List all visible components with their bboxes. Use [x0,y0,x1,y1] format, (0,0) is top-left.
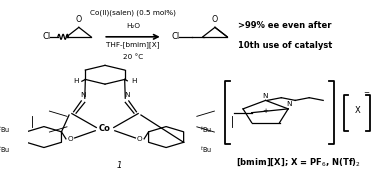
Text: Co(II)(salen) (0.5 mol%): Co(II)(salen) (0.5 mol%) [90,9,176,16]
Text: N: N [286,101,291,107]
Text: N: N [80,92,86,98]
Text: Cl: Cl [171,32,180,41]
Text: THF-[bmim][X]: THF-[bmim][X] [106,41,160,48]
Text: $^t$Bu: $^t$Bu [200,144,212,155]
Polygon shape [203,36,204,38]
Text: O: O [212,15,218,24]
Text: [bmim][X]; X = PF$_6$, N(Tf)$_2$: [bmim][X]; X = PF$_6$, N(Tf)$_2$ [236,156,361,168]
Text: 1: 1 [116,161,122,170]
Text: +: + [263,108,269,114]
Text: O: O [76,15,82,24]
Text: H: H [74,78,79,84]
Text: Co: Co [99,124,111,133]
Text: N: N [262,93,268,99]
Text: O: O [67,136,73,142]
Text: 20 °C: 20 °C [123,54,143,60]
Text: H₂O: H₂O [126,23,140,29]
Text: Cl: Cl [42,32,50,41]
Text: H: H [131,78,136,84]
Text: −: − [363,90,369,96]
Text: X: X [354,106,360,115]
Text: $^t$Bu: $^t$Bu [0,144,10,155]
Text: $^t$Bu: $^t$Bu [200,124,212,135]
Text: $^t$Bu: $^t$Bu [0,124,10,135]
Text: >99% ee even after: >99% ee even after [238,21,331,30]
Text: 10th use of catalyst: 10th use of catalyst [238,41,332,50]
Text: N: N [124,92,130,98]
Text: O: O [137,136,143,142]
